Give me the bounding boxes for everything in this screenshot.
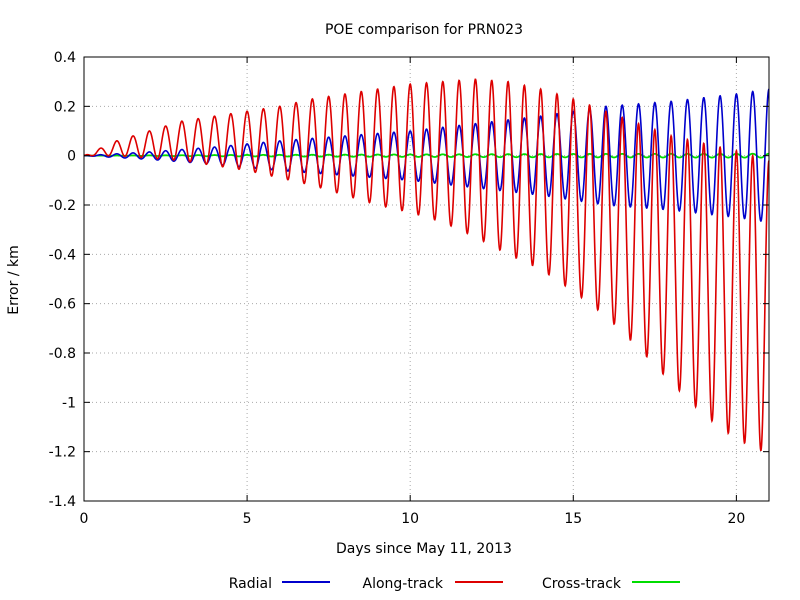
legend: Radial Along-track Cross-track <box>229 576 680 592</box>
series-line-cross-track <box>84 152 770 159</box>
x-tick-label: 15 <box>564 511 582 527</box>
x-axis-label: Days since May 11, 2013 <box>336 541 512 557</box>
chart-title: POE comparison for PRN023 <box>325 22 523 38</box>
y-tick-label: -1.2 <box>49 445 76 461</box>
y-tick-label: 0 <box>67 149 76 165</box>
y-tick-label: -0.2 <box>49 198 76 214</box>
legend-label: Along-track <box>363 576 444 592</box>
x-tick-label: 20 <box>727 511 745 527</box>
y-tick-label: 0.2 <box>54 99 76 115</box>
y-tick-label: -1 <box>62 395 76 411</box>
legend-label: Cross-track <box>542 576 622 592</box>
legend-label: Radial <box>229 576 272 592</box>
plot-frame <box>83 56 770 502</box>
y-axis-label: Error / km <box>6 245 22 315</box>
ticks: 0 5 10 15 20 -1.4 -1.2 -1 -0.8 -0.6 -0.4 -0.2 0 0.2 0.… <box>49 50 769 527</box>
x-tick-label: 5 <box>243 511 252 527</box>
y-tick-label: -0.6 <box>49 297 76 313</box>
y-tick-label: 0.4 <box>54 50 76 66</box>
series-layer <box>83 78 770 452</box>
y-tick-label: -1.4 <box>49 494 76 510</box>
y-tick-label: -0.8 <box>49 346 76 362</box>
series-line-radial <box>83 88 770 222</box>
x-tick-label: 10 <box>401 511 419 527</box>
x-tick-label: 0 <box>80 511 89 527</box>
y-tick-label: -0.4 <box>49 247 76 263</box>
series-line-along-track <box>83 78 770 452</box>
